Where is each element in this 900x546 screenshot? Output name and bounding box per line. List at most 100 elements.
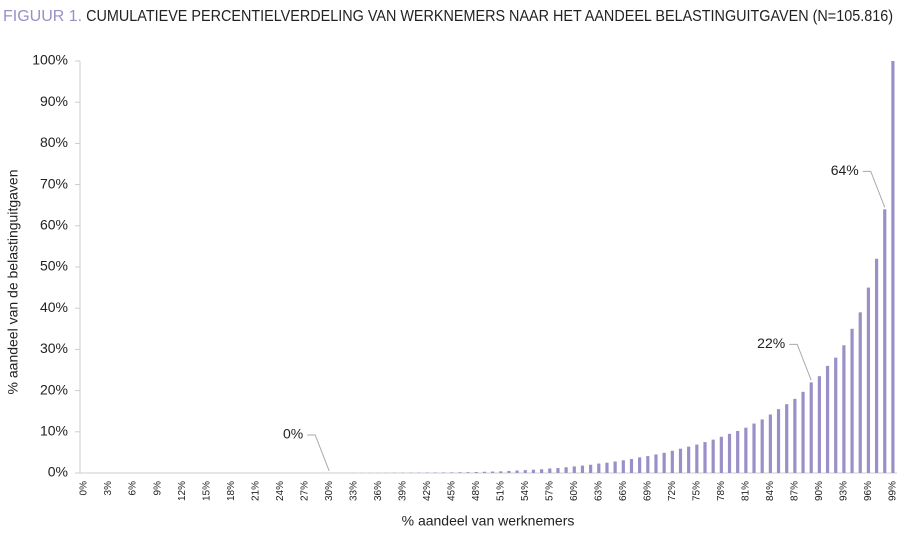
bar [850,328,854,473]
x-tick-label: 24% [275,481,286,501]
x-tick-label: 57% [544,481,555,501]
chart-title: CUMULATIEVE PERCENTIELVERDELING VAN WERK… [86,8,893,25]
x-tick-label: 18% [226,481,237,501]
x-tick-label: 3% [103,481,114,496]
bar [548,468,552,473]
data-label: 0% [283,426,303,442]
bar [646,456,650,473]
x-tick-label: 63% [593,481,604,501]
bar [540,469,544,473]
bar [678,448,683,473]
y-tick-label: 90% [40,93,68,109]
bar [687,446,691,473]
x-tick-label: 39% [397,481,408,501]
bar [507,470,511,473]
bar [466,472,470,473]
bar [531,469,536,473]
bar [874,258,879,473]
bar [556,468,560,473]
bar [441,472,446,473]
leader-line [789,343,812,381]
bar [695,444,699,473]
x-tick-label: 33% [348,481,359,501]
bar [662,452,666,473]
bar [564,467,568,473]
y-tick-label: 40% [40,299,68,315]
y-tick-label: 0% [48,464,68,480]
x-tick-label: 72% [667,481,678,501]
x-tick-label: 54% [520,481,531,501]
y-tick-label: 50% [40,258,68,274]
x-tick-label: 21% [250,481,261,501]
leader-line [307,434,330,472]
x-tick-label: 78% [716,481,727,501]
bar [817,376,821,473]
x-tick-label: 45% [446,481,457,501]
data-label: 22% [757,335,785,351]
bar [842,345,846,473]
bar [809,382,813,473]
bar [719,436,723,473]
x-tick-label: 9% [152,481,163,496]
bar [482,471,487,473]
bar [793,398,797,473]
bar [654,454,658,473]
bar [711,439,715,473]
bar [760,419,764,473]
x-tick-label: 90% [814,481,825,501]
bar [629,458,634,473]
x-tick-label: 99% [888,481,899,501]
x-tick-label: 69% [642,481,653,501]
y-tick-label: 70% [40,175,68,191]
bar [589,464,593,473]
bar [638,457,642,473]
figure-label: FIGUUR 1. [3,8,82,25]
bar [825,365,830,473]
x-tick-label: 84% [765,481,776,501]
bar [752,423,756,473]
bar [858,312,862,473]
bar [776,409,781,473]
x-tick-label: 42% [422,481,433,501]
bar [883,209,887,473]
bar [727,433,732,473]
y-tick-label: 60% [40,217,68,233]
bar [834,357,838,473]
bar [785,404,789,473]
bar [613,461,617,473]
bar [580,465,585,473]
x-tick-label: 0% [79,481,90,496]
bar [450,472,454,473]
bar [736,430,740,473]
y-tick-label: 20% [40,381,68,397]
x-tick-label: 87% [790,481,801,501]
y-axis-label: % aandeel van de belastinguitgaven [5,170,21,395]
bar [801,391,805,473]
x-tick-label: 15% [201,481,212,501]
bar [499,471,503,473]
x-tick-label: 75% [691,481,702,501]
bar [670,450,674,473]
bar [866,287,871,473]
x-tick-label: 60% [569,481,580,501]
bar [768,414,772,473]
bar [474,471,478,473]
bar [891,61,895,473]
bar [605,462,609,473]
y-tick-label: 30% [40,340,68,356]
bar [515,470,519,473]
bar [490,471,495,473]
x-tick-label: 51% [495,481,506,501]
y-tick-label: 10% [40,423,68,439]
x-tick-label: 93% [839,481,850,501]
bar [523,470,527,473]
bar [597,463,601,473]
x-tick-label: 66% [618,481,629,501]
x-tick-label: 96% [863,481,874,501]
bar [458,472,462,473]
x-tick-label: 6% [128,481,139,496]
x-tick-label: 27% [299,481,310,501]
x-tick-label: 12% [177,481,188,501]
bar [572,466,576,473]
